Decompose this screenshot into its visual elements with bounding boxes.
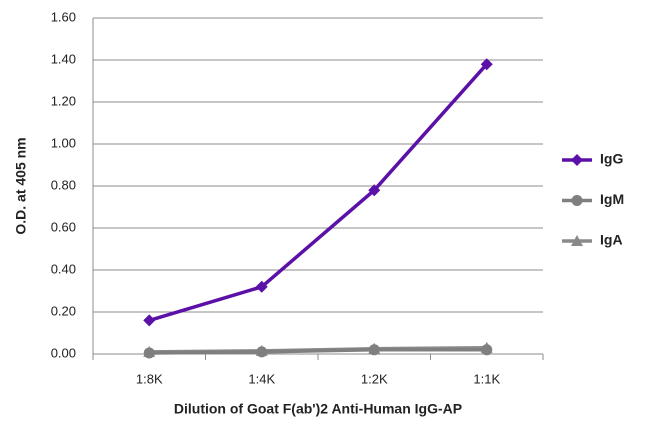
x-axis-label: Dilution of Goat F(ab')2 Anti-Human IgG-… (174, 401, 462, 417)
y-tick-label: 1.60 (51, 9, 76, 24)
x-tick-label: 1:1K (473, 371, 500, 386)
x-tick-label: 1:8K (136, 371, 163, 386)
legend-marker (571, 195, 583, 206)
data-point (143, 347, 155, 359)
data-point (368, 184, 381, 197)
y-tick-label: 0.00 (51, 345, 76, 360)
legend-marker (571, 154, 583, 166)
y-tick-label: 0.40 (51, 261, 76, 276)
data-point (481, 344, 493, 356)
data-point (255, 280, 268, 293)
legend-label: IgA (600, 232, 623, 248)
y-tick-label: 0.20 (51, 303, 76, 318)
data-point (256, 346, 268, 358)
x-tick-label: 1:2K (361, 371, 388, 386)
data-line (148, 63, 489, 323)
data-point (368, 344, 380, 356)
y-axis-label: O.D. at 405 nm (13, 137, 29, 234)
data-point (143, 314, 156, 327)
y-tick-label: 1.00 (51, 135, 76, 150)
data-point (480, 58, 493, 71)
data-line (149, 348, 487, 355)
x-tick-label: 1:4K (248, 371, 275, 386)
legend-marker (571, 235, 583, 246)
y-tick-label: 0.80 (51, 177, 76, 192)
y-tick-label: 1.20 (51, 93, 76, 108)
legend-label: IgG (600, 151, 623, 167)
y-tick-label: 0.60 (51, 219, 76, 234)
legend-label: IgM (600, 191, 624, 207)
y-tick-label: 1.40 (51, 51, 76, 66)
